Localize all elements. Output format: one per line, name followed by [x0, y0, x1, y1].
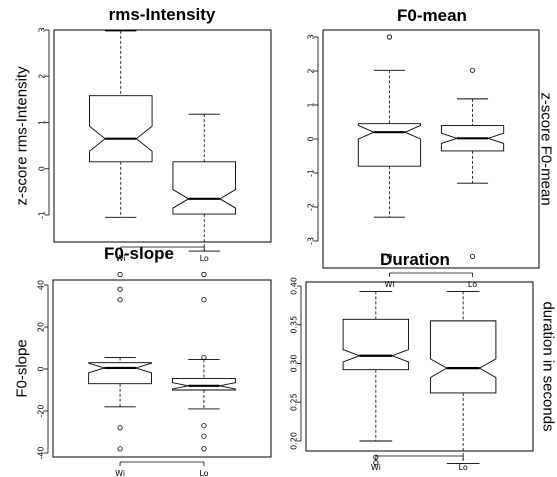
- outlier-point: [201, 271, 207, 278]
- box-Lo: [172, 271, 236, 452]
- chart-panel-2: F0-slope F0-slope -40 -20 0 20 40 Wi Lo: [14, 244, 272, 477]
- chart-panel-0: rms-Intensity z-score rms-Intensity -1 0 1 2 3…: [14, 5, 272, 263]
- y-tick-label: 0: [38, 166, 47, 171]
- outlier-point: [117, 446, 123, 452]
- chart-title: F0-slope: [104, 244, 174, 263]
- x-tick-label: Lo: [468, 280, 477, 289]
- x-tick-label: Wi: [371, 463, 381, 472]
- y-tick-label: 1: [307, 102, 316, 107]
- box-Lo: [429, 290, 497, 464]
- chart-panel-3: Duration duration in seconds 0.20 0.25 0.30 0…: [290, 250, 557, 472]
- box-Wi: [342, 290, 410, 466]
- outlier-point: [469, 253, 476, 259]
- outlier-point: [117, 297, 123, 303]
- plot-frame: [52, 279, 272, 458]
- y-axis-label: z-score F0-mean: [538, 92, 555, 205]
- y-tick-label: 2: [307, 68, 316, 73]
- y-tick-label: 2: [38, 74, 47, 79]
- notched-box: [88, 362, 152, 385]
- box-Wi: [357, 34, 422, 259]
- y-tick-label: -20: [37, 404, 46, 417]
- y-tick-label: 3: [38, 27, 47, 32]
- chart-panel-1: F0-mean z-score F0-mean -3 -2 -1 0 1 2 3 Wi Lo: [307, 6, 555, 289]
- y-tick-label: 0.25: [290, 393, 299, 411]
- x-tick-label: Lo: [200, 254, 209, 263]
- y-tick-label: -40: [37, 446, 46, 459]
- y-tick-label: 1: [38, 120, 47, 125]
- y-tick-label: 0.20: [290, 432, 299, 450]
- chart-title: Duration: [380, 250, 450, 269]
- outlier-point: [117, 286, 123, 292]
- outlier-point: [117, 271, 123, 278]
- plot-frame: [305, 281, 534, 452]
- y-tick-label: -1: [38, 211, 47, 219]
- outlier-point: [201, 297, 207, 303]
- y-tick-label: 0.35: [290, 316, 299, 334]
- x-tick-label: Lo: [199, 469, 208, 477]
- box-Lo: [172, 113, 236, 252]
- y-axis-label: duration in seconds: [540, 301, 557, 431]
- x-tick-label: Wi: [115, 469, 125, 477]
- notched-box: [172, 378, 236, 391]
- y-tick-label: 0.40: [290, 277, 299, 295]
- plot-frame: [322, 29, 540, 269]
- y-tick-label: 0: [307, 136, 316, 141]
- y-tick-label: -3: [307, 237, 316, 245]
- outlier-point: [201, 446, 207, 452]
- notched-box: [342, 318, 410, 371]
- plot-frame: [53, 29, 272, 243]
- notched-box: [172, 161, 236, 215]
- box-Lo: [440, 67, 505, 259]
- x-tick-label: Wi: [384, 280, 394, 289]
- outlier-point: [201, 433, 207, 439]
- y-tick-label: -2: [307, 203, 316, 211]
- y-axis-label: F0-slope: [14, 339, 31, 397]
- y-tick-label: 40: [37, 280, 46, 290]
- outlier-point: [469, 67, 476, 73]
- chart-title: F0-mean: [397, 6, 467, 25]
- y-tick-label: 3: [307, 34, 316, 39]
- y-axis-label: z-score rms-Intensity: [14, 66, 31, 206]
- notched-box: [429, 320, 497, 394]
- y-tick-label: -1: [307, 169, 316, 177]
- outlier-point: [386, 34, 393, 40]
- y-tick-label: 0: [37, 366, 46, 371]
- chart-title: rms-Intensity: [109, 5, 216, 24]
- box-Wi: [88, 271, 152, 452]
- x-tick-label: Wi: [116, 254, 126, 263]
- box-Wi: [89, 30, 153, 218]
- outlier-point: [386, 253, 393, 259]
- notched-box: [357, 123, 422, 167]
- y-tick-label: 20: [37, 322, 46, 332]
- notched-box: [89, 95, 153, 163]
- outlier-point: [117, 425, 123, 431]
- y-tick-label: 0.30: [290, 355, 299, 373]
- x-tick-label: Lo: [459, 463, 468, 472]
- outlier-point: [373, 460, 379, 466]
- outlier-point: [201, 423, 207, 429]
- outlier-point: [201, 354, 207, 361]
